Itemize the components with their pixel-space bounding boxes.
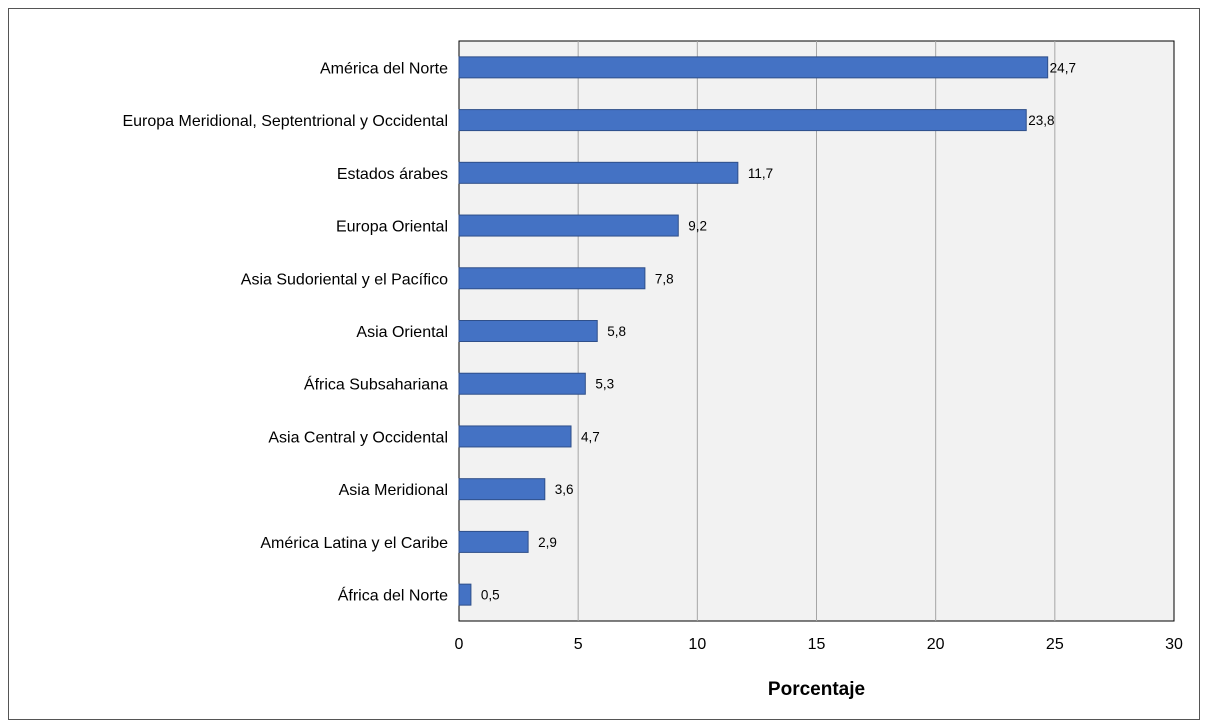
value-label: 24,7 (1050, 60, 1076, 75)
x-tick-label: 15 (808, 636, 826, 653)
category-label: América Latina y el Caribe (260, 535, 448, 552)
bar (458, 56, 1049, 79)
category-label: América del Norte (320, 60, 448, 77)
category-label: Asia Meridional (339, 482, 448, 499)
bar (458, 109, 1027, 132)
value-labels: 24,7 23,8 11,7 9,2 7,8 5,8 5,3 4,7 3,6 2,9 0,5 (481, 60, 1076, 602)
category-label: Estados árabes (337, 166, 448, 183)
value-label: 11,7 (748, 166, 773, 181)
category-label: África Subsahariana (304, 375, 448, 394)
value-label: 23,8 (1028, 113, 1054, 128)
x-tick-label: 25 (1046, 636, 1064, 653)
category-label: Europa Meridional, Septentrional y Occid… (122, 113, 448, 130)
bar (458, 372, 586, 395)
category-label: Asia Central y Occidental (268, 429, 448, 446)
x-tick-label: 0 (455, 636, 464, 653)
category-label: Asia Oriental (356, 324, 448, 341)
x-tick-label: 5 (574, 636, 583, 653)
x-tick-label: 10 (688, 636, 706, 653)
bar-chart: América del Norte Europa Meridional, Sept… (122, 40, 1183, 700)
x-tick-labels: 0 5 10 15 20 25 30 (455, 636, 1183, 653)
x-tick-label: 20 (927, 636, 945, 653)
value-label: 2,9 (538, 535, 557, 550)
x-tick-label: 30 (1165, 636, 1183, 653)
value-label: 5,8 (607, 324, 626, 339)
bar (458, 320, 598, 342)
gridlines (577, 41, 1056, 621)
x-axis-title: Porcentaje (768, 679, 865, 700)
value-label: 4,7 (581, 429, 600, 444)
category-label: Europa Oriental (336, 219, 448, 236)
bar (458, 214, 679, 237)
bars (458, 56, 1049, 606)
value-label: 0,5 (481, 588, 500, 603)
value-label: 3,6 (555, 482, 574, 497)
category-label: Asia Sudoriental y el Pacífico (241, 271, 448, 288)
bar (458, 583, 472, 606)
chart-frame: América del Norte Europa Meridional, Sept… (8, 8, 1200, 720)
value-label: 9,2 (688, 219, 707, 234)
category-label: África del Norte (338, 586, 448, 605)
category-labels: América del Norte Europa Meridional, Sept… (122, 60, 448, 604)
bar (458, 161, 739, 184)
bar (458, 267, 646, 290)
bar (458, 425, 572, 448)
value-label: 5,3 (595, 377, 614, 392)
bar (458, 530, 529, 553)
value-label: 7,8 (655, 271, 674, 286)
bar (458, 478, 546, 501)
